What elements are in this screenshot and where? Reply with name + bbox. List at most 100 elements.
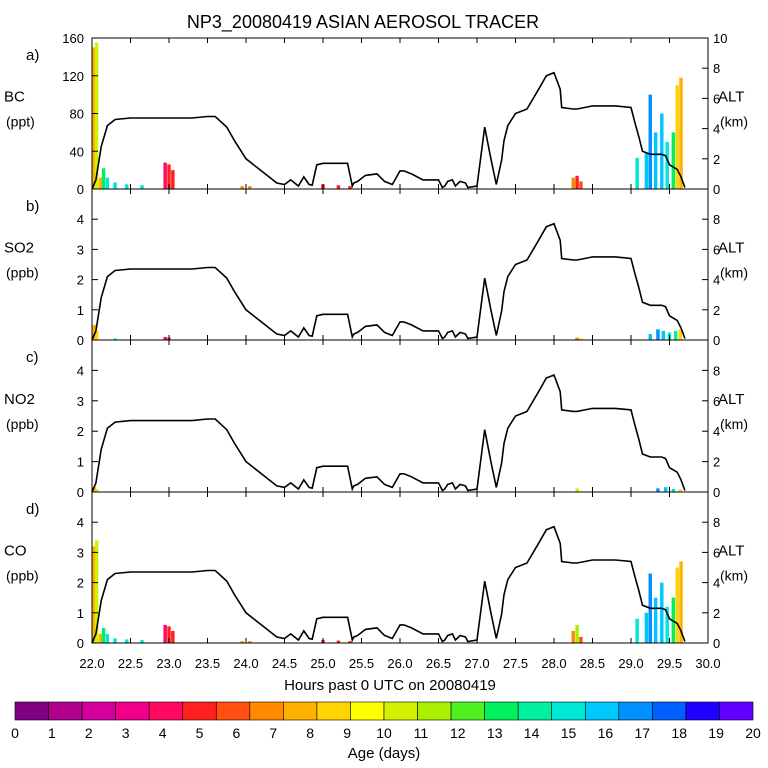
species-label: SO2 xyxy=(4,240,34,257)
colorbar-swatch xyxy=(215,701,251,721)
x-tick-label: 23.0 xyxy=(156,656,181,671)
alt-tick-label: 0 xyxy=(713,182,720,197)
alt-tick-label: 0 xyxy=(713,485,720,500)
tracer-bar xyxy=(678,329,683,340)
alt-axis-label: ALT xyxy=(718,89,744,106)
tracer-bar xyxy=(653,132,658,189)
tracer-bar xyxy=(113,338,117,340)
tracer-bar xyxy=(163,624,167,643)
tracer-bar xyxy=(656,329,660,340)
tracer-bar xyxy=(167,626,171,643)
tracer-bar xyxy=(94,488,99,492)
colorbar-swatch xyxy=(350,701,385,721)
colorbar-tick-label: 14 xyxy=(524,725,540,741)
unit-label: (ppb) xyxy=(6,265,39,281)
tracer-bar xyxy=(336,185,341,189)
panel-so2: 0 1 2 3 4 0 2 4 6 8 b) SO2 (ppb) ALT (km) xyxy=(4,188,748,348)
alt-unit-label: (km) xyxy=(720,568,748,584)
y-tick-label: 1 xyxy=(77,606,84,621)
colorbar-swatch xyxy=(48,701,83,721)
y-tick-label: 0 xyxy=(77,636,84,651)
tracer-bar xyxy=(661,330,666,340)
x-tick-label: 27.5 xyxy=(503,656,528,671)
alt-tick-label: 6 xyxy=(713,545,720,560)
tracer-bar xyxy=(92,324,97,340)
colorbar-tick-label: 9 xyxy=(343,725,351,741)
y-tick-label: 80 xyxy=(70,107,84,122)
alt-tick-label: 2 xyxy=(713,455,720,470)
tracer-bar xyxy=(92,487,97,492)
tracer-bar xyxy=(101,627,106,643)
colorbar-swatch xyxy=(685,701,720,721)
colorbar-swatch xyxy=(14,701,49,721)
tracer-bar xyxy=(675,85,679,189)
panel-co: 0 1 2 3 4 0 2 4 6 8 d) CO (ppb) ALT (km) xyxy=(4,491,748,651)
colorbar-swatch xyxy=(584,701,620,721)
tracer-bar xyxy=(635,618,639,643)
alt-tick-label: 2 xyxy=(713,152,720,167)
species-label: CO xyxy=(4,543,27,560)
panel-frame xyxy=(91,491,709,644)
alt-tick-label: 0 xyxy=(713,636,720,651)
unit-label: (ppb) xyxy=(6,568,39,584)
species-label: NO2 xyxy=(4,391,35,408)
y-tick-label: 4 xyxy=(77,212,84,227)
y-tick-label: 2 xyxy=(77,576,84,591)
tracer-bar xyxy=(635,157,639,189)
colorbar-swatch xyxy=(618,701,653,721)
alt-tick-label: 8 xyxy=(713,61,720,76)
alt-tick-label: 2 xyxy=(713,606,720,621)
alt-axis-label: ALT xyxy=(718,391,744,408)
tracer-bar xyxy=(648,333,652,340)
tracer-bar xyxy=(579,181,583,189)
y-tick-label: 1 xyxy=(77,455,84,470)
tracer-bar xyxy=(653,597,658,643)
tracer-bar xyxy=(348,641,352,643)
tracer-bar xyxy=(240,186,244,189)
tracer-bar xyxy=(101,168,106,189)
colorbar-swatch xyxy=(484,701,519,721)
x-tick-label: 25.0 xyxy=(310,656,335,671)
tracer-bar xyxy=(248,641,252,643)
tracer-bar xyxy=(171,170,175,189)
tracer-bar xyxy=(656,488,660,492)
colorbar-tick-label: 20 xyxy=(745,725,761,741)
tracer-bar xyxy=(673,330,678,340)
x-axis-label: Hours past 0 UTC on 20080419 xyxy=(284,677,496,694)
tracer-bar xyxy=(575,488,579,492)
colorbar-swatch xyxy=(148,701,184,721)
colorbar-tick-label: 17 xyxy=(635,725,651,741)
alt-tick-label: 8 xyxy=(713,212,720,227)
y-tick-label: 1 xyxy=(77,303,84,318)
tracer-bar xyxy=(579,338,583,340)
tracer-bar xyxy=(660,113,664,189)
colorbar-label: Age (days) xyxy=(348,745,421,762)
alt-tick-label: 8 xyxy=(713,363,720,378)
colorbar-tick-label: 10 xyxy=(376,725,392,741)
unit-label: (ppb) xyxy=(6,416,39,432)
y-tick-label: 0 xyxy=(77,333,84,348)
tracer-bar xyxy=(579,636,583,643)
tracer-bar xyxy=(105,633,110,643)
alt-unit-label: (km) xyxy=(720,416,748,432)
altitude-line xyxy=(91,71,686,190)
tracer-bar xyxy=(163,162,167,189)
y-tick-label: 3 xyxy=(77,545,84,560)
tracer-bar xyxy=(660,582,664,643)
tracer-bar xyxy=(571,630,575,643)
alt-tick-label: 4 xyxy=(713,122,720,137)
tracer-bar xyxy=(336,640,341,643)
age-colorbar: 0 1 2 3 4 5 6 7 8 9 10 11 12 13 14 15 16 17 18 19 20 xyxy=(11,701,761,741)
x-tick-label: 29.0 xyxy=(618,656,643,671)
colorbar-swatch xyxy=(283,701,318,721)
y-tick-label: 160 xyxy=(62,31,84,46)
tracer-bar xyxy=(163,336,167,340)
alt-tick-label: 10 xyxy=(713,31,727,46)
tracer-bar xyxy=(124,639,129,643)
x-tick-label: 27.0 xyxy=(464,656,489,671)
tracer-bar xyxy=(140,639,144,643)
tracer-bar xyxy=(240,641,244,643)
x-tick-label: 26.0 xyxy=(387,656,412,671)
colorbar-tick-label: 8 xyxy=(306,725,314,741)
